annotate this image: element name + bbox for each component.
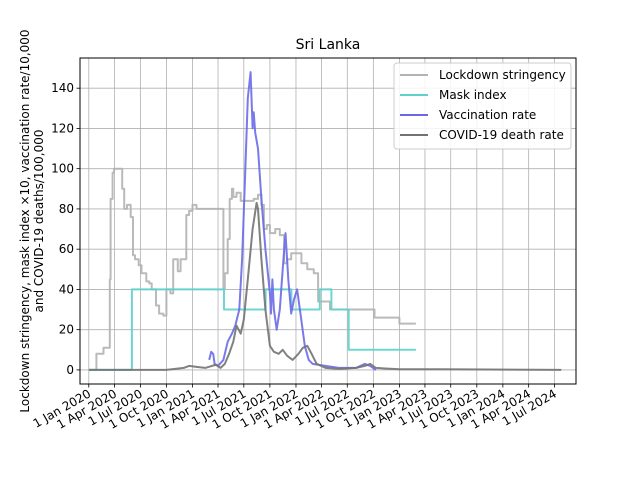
y-tick-label: 40	[59, 282, 74, 296]
plot-frame	[79, 57, 577, 385]
chart-title: Sri Lanka	[296, 37, 361, 53]
series-line-mask-index	[88, 288, 416, 371]
legend-label-vaccination-rate: Vaccination rate	[439, 108, 536, 122]
legend-label-lockdown-stringency: Lockdown stringency	[439, 68, 566, 82]
y-tick-label: 80	[59, 202, 74, 216]
series-line-vaccination-rate	[208, 71, 377, 371]
y-tick-label: 100	[51, 162, 74, 176]
y-tick-label: 60	[59, 242, 74, 256]
y-tick-label: 140	[51, 81, 74, 95]
y-tick-label: 20	[59, 323, 74, 337]
legend-box	[393, 62, 572, 150]
legend: Lockdown stringency Mask index Vaccination…	[393, 62, 572, 150]
series-line-covid-19-death-rate	[88, 201, 562, 371]
plot-area	[88, 71, 562, 371]
y-tick-label: 0	[66, 363, 74, 377]
y-tick-label: 120	[51, 121, 74, 135]
y-axis-label-line-2: and COVID-19 deaths/100,000	[32, 130, 46, 313]
series-line-lockdown-stringency	[88, 167, 416, 371]
legend-label-mask-index: Mask index	[439, 88, 507, 102]
y-axis-label-line-1: Lockdown stringency, mask index ×10, vac…	[18, 29, 32, 412]
legend-label-covid-19-death-rate: COVID-19 death rate	[439, 128, 564, 142]
